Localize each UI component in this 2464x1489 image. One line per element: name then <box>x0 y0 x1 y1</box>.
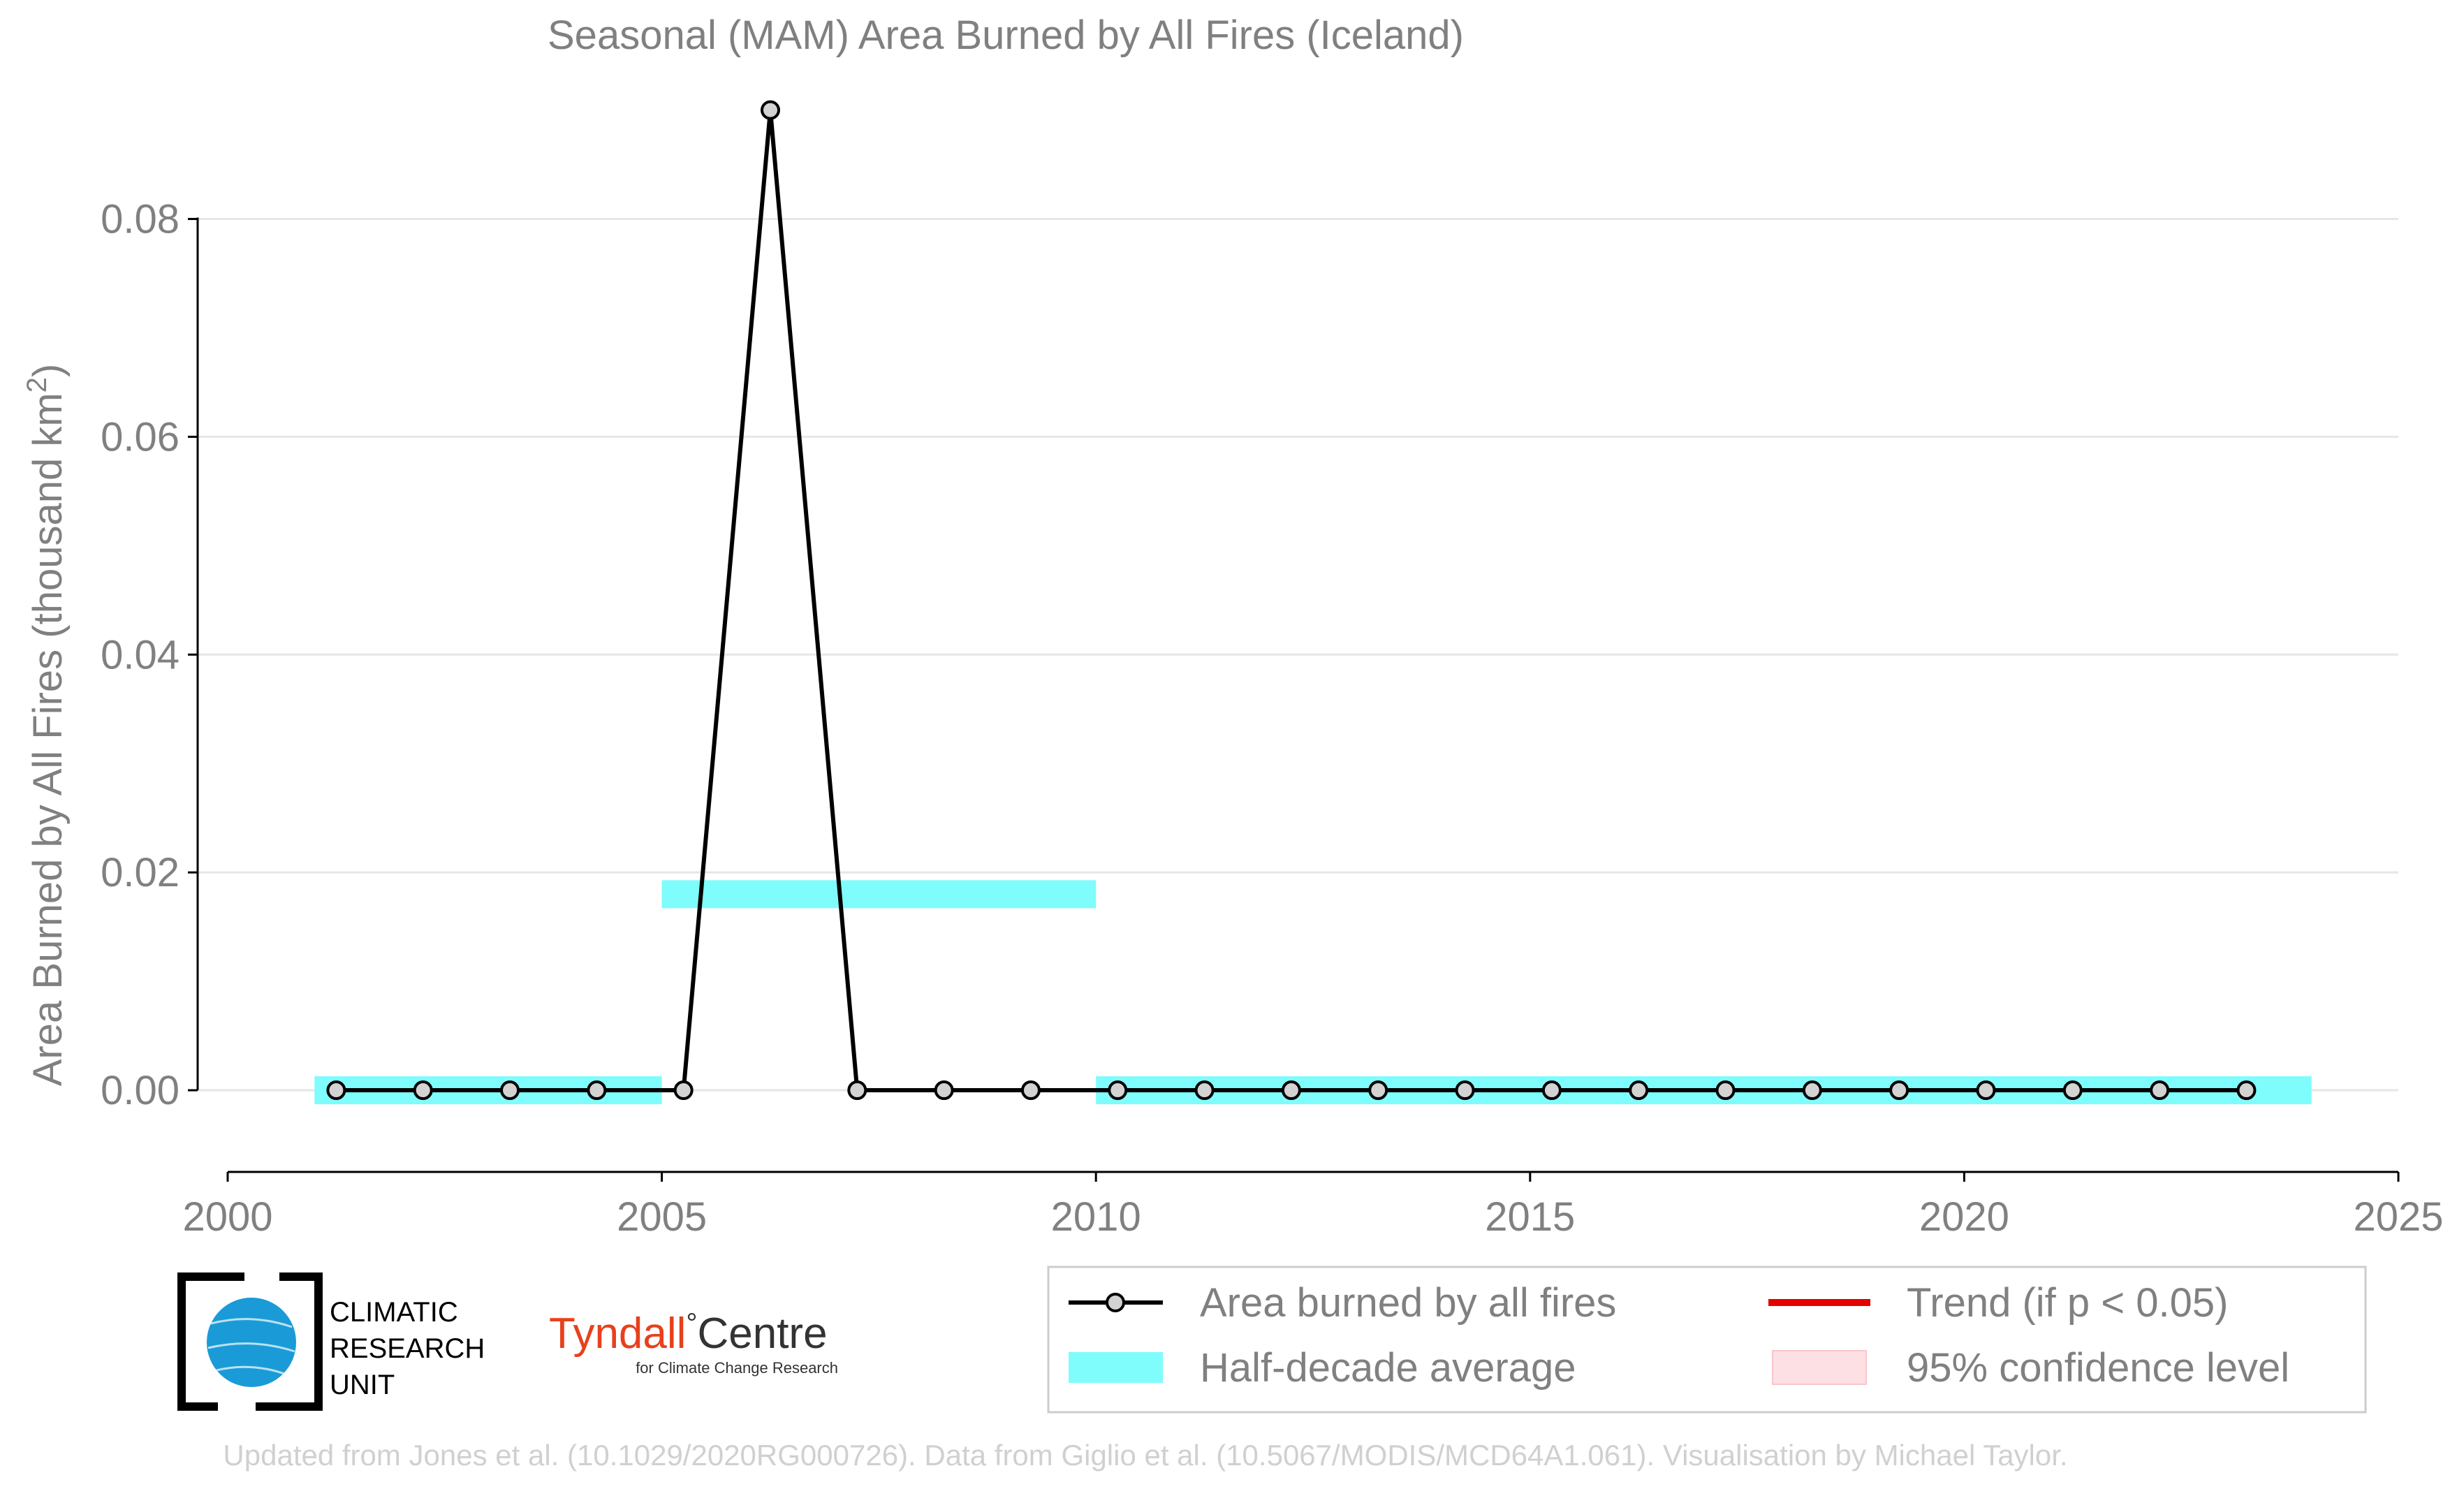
data-point <box>1368 1080 1388 1101</box>
half-decade-bar <box>661 880 1097 909</box>
data-point <box>1455 1080 1475 1101</box>
y-axis-label-superscript: 2 <box>22 377 52 393</box>
data-point <box>2236 1080 2257 1101</box>
cru-bracket-left <box>177 1272 244 1411</box>
legend-half-decade-swatch <box>1069 1352 1163 1383</box>
data-point <box>934 1080 954 1101</box>
axes: 0.00 0.02 0.04 0.06 0.08 2000 2005 2010 2015 2020… <box>101 197 2443 1240</box>
legend-label-area-burned: Area burned by all fires <box>1200 1280 1616 1326</box>
y-tick-label: 0.02 <box>101 850 179 895</box>
x-tick-label: 2005 <box>617 1194 707 1240</box>
series-area-burned <box>326 100 2257 1101</box>
legend-label-confidence: 95% confidence level <box>1907 1345 2289 1391</box>
data-point <box>500 1080 520 1101</box>
data-point <box>1629 1080 1649 1101</box>
cru-name-line-3: UNIT <box>330 1370 395 1400</box>
x-tick-label: 2010 <box>1051 1194 1141 1240</box>
cru-logo: CLIMATIC RESEARCH UNIT <box>177 1272 485 1411</box>
tyndall-logo: Tyndall°Centre for Climate Change Resear… <box>549 1308 838 1377</box>
data-point <box>673 1080 694 1101</box>
y-axis-label-close: ) <box>25 364 71 377</box>
data-point <box>761 100 780 120</box>
data-point <box>1889 1080 1909 1101</box>
data-point <box>1020 1080 1041 1101</box>
tyndall-subtitle: for Climate Change Research <box>636 1359 838 1377</box>
data-point <box>2062 1080 2083 1101</box>
data-point <box>413 1080 433 1101</box>
tyndall-name: Tyndall <box>549 1310 686 1358</box>
y-tick-label: 0.04 <box>101 632 179 677</box>
chart-title: Seasonal (MAM) Area Burned by All Fires … <box>548 13 1464 58</box>
legend-label-half-decade: Half-decade average <box>1200 1345 1576 1391</box>
data-point <box>1976 1080 1996 1101</box>
data-point <box>326 1080 346 1101</box>
footer-credits: Updated from Jones et al. (10.1029/2020R… <box>223 1439 2067 1472</box>
cru-name-line-2: RESEARCH <box>330 1333 485 1364</box>
data-point <box>1281 1080 1301 1101</box>
x-tick-label: 2025 <box>2353 1194 2443 1240</box>
cru-bracket-right <box>256 1272 323 1411</box>
tyndall-centre: Centre <box>697 1310 827 1358</box>
y-tick-label: 0.00 <box>101 1068 179 1113</box>
globe-lines <box>207 1318 295 1376</box>
data-point <box>587 1080 607 1101</box>
legend-marker-swatch <box>1106 1293 1125 1312</box>
x-tick-label: 2015 <box>1485 1194 1575 1240</box>
data-point <box>1715 1080 1736 1101</box>
cru-name-line-1: CLIMATIC <box>330 1297 458 1328</box>
legend-box <box>1047 1266 2367 1414</box>
legend-confidence-swatch <box>1772 1350 1867 1385</box>
tyndall-degree: ° <box>686 1308 697 1339</box>
y-axis-label-main: Area Burned by All Fires (thousand km <box>25 393 71 1086</box>
y-axis-label: Area Burned by All Fires (thousand km2) <box>22 364 71 1087</box>
data-point <box>2150 1080 2170 1101</box>
legend-label-trend: Trend (if p < 0.05) <box>1907 1280 2228 1326</box>
y-tick-label: 0.06 <box>101 414 179 460</box>
half-decade-average-bands <box>314 880 2312 1105</box>
series-line <box>336 110 2247 1093</box>
data-point <box>1802 1080 1822 1101</box>
x-tick-label: 2020 <box>1919 1194 2009 1240</box>
data-point <box>1194 1080 1215 1101</box>
data-point <box>1541 1080 1562 1101</box>
legend: Area burned by all fires Trend (if p < 0… <box>1047 1266 2367 1414</box>
grid <box>198 218 2398 1092</box>
data-point <box>847 1080 867 1101</box>
data-point <box>1108 1080 1128 1101</box>
tyndall-wordmark: Tyndall°Centre <box>549 1308 828 1358</box>
y-tick-label: 0.08 <box>101 197 179 242</box>
x-tick-label: 2000 <box>182 1194 272 1240</box>
